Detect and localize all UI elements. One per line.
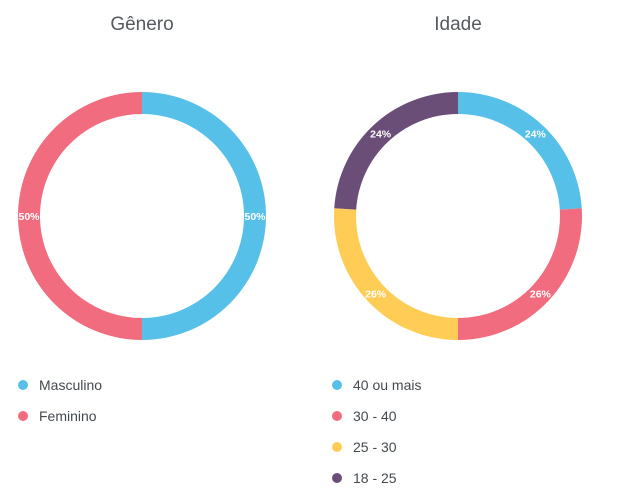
legend-genero: Masculino Feminino — [18, 369, 102, 431]
legend-label: Masculino — [39, 376, 103, 393]
legend-item-feminino: Feminino — [18, 400, 102, 431]
data-label-feminino: 50% — [18, 211, 40, 223]
donut-chart-genero: 50% 50% — [18, 92, 266, 340]
slice-18-25 — [334, 92, 458, 210]
legend-item-30-40: 30 - 40 — [332, 400, 421, 431]
legend-item-masculino: Masculino — [18, 369, 102, 400]
legend-label: 25 - 30 — [353, 438, 397, 455]
legend-label: Feminino — [39, 407, 97, 424]
legend-label: 30 - 40 — [353, 407, 397, 424]
chart-title-genero: Gênero — [110, 14, 174, 35]
slice-25-30 — [334, 208, 458, 340]
legend-label: 40 ou mais — [353, 376, 422, 393]
legend-dot-icon — [332, 472, 342, 483]
legend-idade: 40 ou mais 30 - 40 25 - 30 18 - 25 — [332, 369, 421, 493]
slice-feminino — [18, 92, 142, 340]
data-label-25-30: 26% — [365, 288, 387, 300]
data-label-18-25: 24% — [370, 129, 392, 141]
donut-chart-idade: 24% 26% 26% 24% — [334, 92, 582, 340]
data-label-30-40: 26% — [530, 288, 552, 300]
legend-item-40-ou-mais: 40 ou mais — [332, 369, 421, 400]
legend-item-25-30: 25 - 30 — [332, 431, 421, 462]
chart-title-idade: Idade — [434, 14, 482, 35]
legend-dot-icon — [18, 379, 28, 390]
slice-30-40 — [458, 208, 582, 340]
slice-masculino — [142, 92, 266, 340]
legend-label: 18 - 25 — [353, 469, 397, 486]
slice-40-ou-mais — [458, 92, 582, 210]
legend-item-18-25: 18 - 25 — [332, 462, 421, 493]
legend-dot-icon — [332, 441, 342, 452]
data-label-40-ou-mais: 24% — [525, 129, 547, 141]
legend-dot-icon — [332, 379, 342, 390]
data-label-masculino: 50% — [244, 211, 266, 223]
legend-dot-icon — [332, 410, 342, 421]
legend-dot-icon — [18, 410, 28, 421]
